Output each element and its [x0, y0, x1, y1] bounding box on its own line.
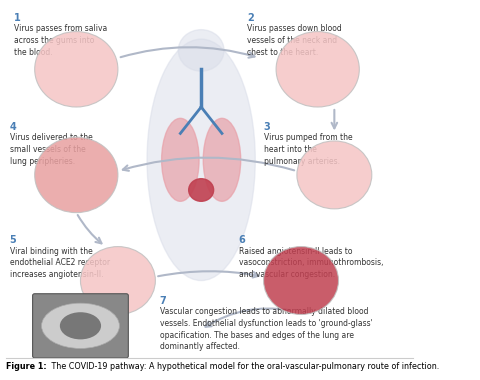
Circle shape [35, 32, 118, 107]
Text: 3: 3 [264, 122, 270, 132]
Text: 6: 6 [239, 235, 245, 245]
Text: The COVID-19 pathway: A hypothetical model for the oral-vascular-pulmonary route: The COVID-19 pathway: A hypothetical mod… [49, 362, 440, 371]
Text: 7: 7 [159, 296, 166, 306]
Text: 4: 4 [10, 122, 16, 132]
Text: Virus passes down blood
vessels of the neck and
chest to the heart.: Virus passes down blood vessels of the n… [247, 24, 342, 57]
Text: Figure 1:: Figure 1: [6, 362, 46, 371]
Circle shape [276, 32, 360, 107]
Circle shape [178, 30, 224, 71]
Ellipse shape [60, 312, 101, 339]
Ellipse shape [203, 118, 240, 201]
Text: Viral binding with the
endothelial ACE2 receptor
increases angiotensin-II.: Viral binding with the endothelial ACE2 … [10, 247, 110, 279]
Circle shape [35, 137, 118, 213]
Text: 2: 2 [247, 13, 254, 23]
Text: Vascular congestion leads to abnormally dilated blood
vessels. Endothelial dysfu: Vascular congestion leads to abnormally … [159, 307, 372, 352]
Ellipse shape [189, 179, 214, 201]
Ellipse shape [162, 118, 199, 201]
Text: Virus delivered to the
small vessels of the
lung peripheries.: Virus delivered to the small vessels of … [10, 133, 93, 166]
Text: Raised angiotensin-II leads to
vasoconstriction, immunothrombosis,
and vascular : Raised angiotensin-II leads to vasoconst… [239, 247, 383, 279]
Text: Virus passes from saliva
across the gums into
the blood.: Virus passes from saliva across the gums… [14, 24, 107, 57]
Circle shape [264, 247, 338, 315]
Text: Virus pumped from the
heart into the
pulmonary arteries.: Virus pumped from the heart into the pul… [264, 133, 352, 166]
Ellipse shape [147, 39, 255, 280]
Text: 5: 5 [10, 235, 16, 245]
Circle shape [297, 141, 372, 209]
Ellipse shape [42, 303, 120, 348]
FancyBboxPatch shape [33, 294, 128, 358]
Circle shape [81, 247, 156, 315]
Text: 1: 1 [14, 13, 21, 23]
